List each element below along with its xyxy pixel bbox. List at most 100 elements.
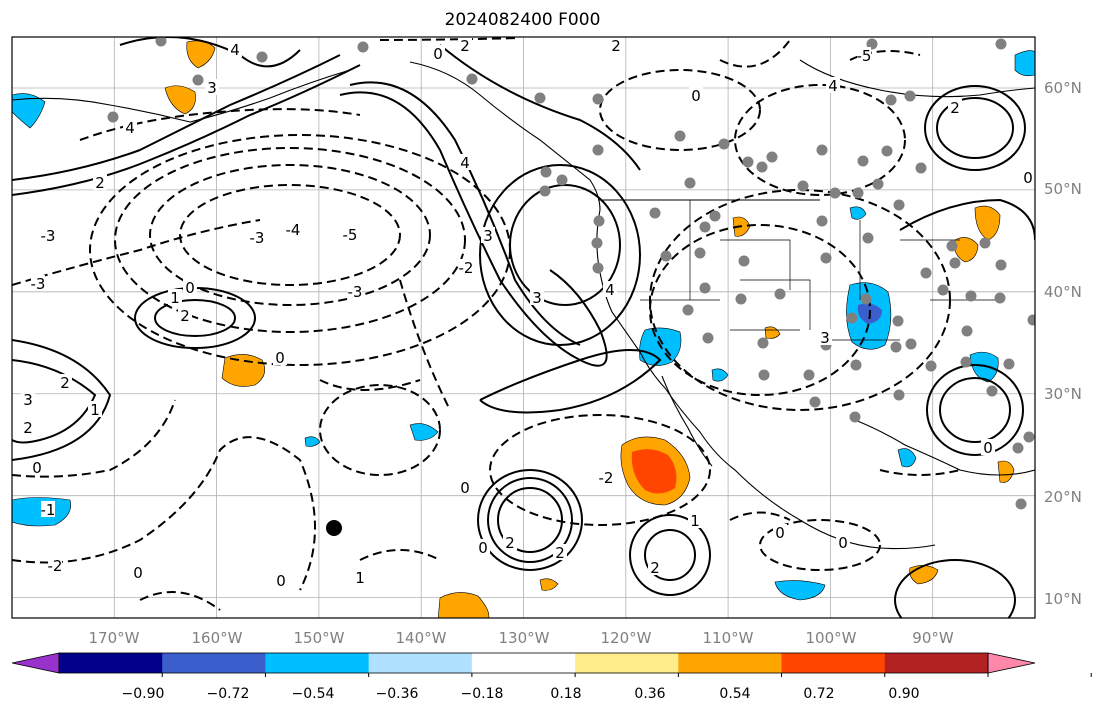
station-dot xyxy=(1003,358,1015,370)
colorbar-tick: −0.36 xyxy=(376,686,419,702)
contour-label: 0 xyxy=(691,87,701,105)
contour-label-halo xyxy=(857,47,871,63)
contour-label: 0 xyxy=(460,479,470,497)
contour-label-halo xyxy=(689,87,703,103)
colorbar-tick: 0.54 xyxy=(719,686,750,702)
lat-label-60n: 60°N xyxy=(1044,79,1082,97)
contour-label-halo xyxy=(183,279,197,295)
contour-label: -3 xyxy=(41,227,56,245)
contour-label-halo xyxy=(530,289,544,305)
contour-label: 0 xyxy=(275,349,285,367)
contour-positive xyxy=(477,469,583,571)
station-dot xyxy=(946,240,958,252)
contour-label: 0 xyxy=(32,459,42,477)
contour-label: -2 xyxy=(48,557,63,575)
station-dot xyxy=(925,360,937,372)
station-dot xyxy=(872,178,884,190)
contour-label-halo xyxy=(458,37,472,53)
station-dot xyxy=(534,92,546,104)
contour-positive xyxy=(479,164,641,346)
contour-label-halo xyxy=(250,229,264,245)
colorbar xyxy=(11,652,1092,677)
contour-label: 2 xyxy=(60,374,70,392)
lat-label-50n: 50°N xyxy=(1044,180,1082,198)
contour-label: -2 xyxy=(459,259,474,277)
station-dot xyxy=(850,359,862,371)
contour-positive xyxy=(497,487,563,553)
contour-label: 3 xyxy=(532,289,542,307)
contour-label-halo xyxy=(31,275,45,291)
contour-label-halo xyxy=(228,41,242,57)
contour-label: 2 xyxy=(505,534,515,552)
station-dot xyxy=(979,237,991,249)
contour-label-halo xyxy=(981,439,995,455)
contour-negative xyxy=(879,469,961,476)
contour-label-halo xyxy=(481,227,495,243)
contour-positive xyxy=(894,559,1016,618)
contour-label: 3 xyxy=(483,227,493,245)
contour-label-halo xyxy=(836,534,850,550)
contour-label: 2 xyxy=(95,174,105,192)
station-dot xyxy=(994,292,1006,304)
shaded-anomalies xyxy=(12,40,1035,618)
colorbar-segment xyxy=(575,653,679,673)
station-dot xyxy=(592,93,604,105)
contour-label-halo xyxy=(458,154,472,170)
colorbar-segment xyxy=(368,653,473,673)
station-dot xyxy=(949,257,961,269)
station-dot xyxy=(820,252,832,264)
hudson-coast xyxy=(799,59,1035,98)
colorbar-segment xyxy=(471,653,576,673)
contour-negative xyxy=(399,279,451,411)
contour-label: 2 xyxy=(460,37,470,55)
lon-label-100w: 100°W xyxy=(806,629,857,647)
contour-positive xyxy=(12,64,361,196)
contour-label: -1 xyxy=(41,501,56,519)
station-dot xyxy=(809,396,821,408)
contour-label: -3 xyxy=(348,283,363,301)
station-dot xyxy=(466,73,478,85)
contour-label-halo xyxy=(553,544,567,560)
colorbar-ticks: −0.90 −0.72 −0.54 −0.36 −0.18 0.18 0.36 … xyxy=(122,686,920,702)
contour-label: 4 xyxy=(828,77,838,95)
station-dot xyxy=(893,199,905,211)
contour-negative xyxy=(319,384,441,476)
colorbar-tick: 0.18 xyxy=(550,686,581,702)
station-dot xyxy=(995,259,1007,271)
contour-label-halo xyxy=(603,281,617,297)
contour-negative xyxy=(319,379,421,391)
station-dot xyxy=(774,288,786,300)
contour-label-halo xyxy=(458,479,472,495)
anomaly-negative-blob xyxy=(849,206,867,220)
contour-negative xyxy=(729,511,791,521)
contour-positive xyxy=(936,97,1014,159)
station-dot xyxy=(742,156,754,168)
anomaly-positive-blob xyxy=(539,578,559,591)
plot-frame xyxy=(11,36,1036,619)
anomaly-negative-blob xyxy=(897,448,917,468)
anomaly-positive-blob xyxy=(164,85,196,115)
station-dot xyxy=(539,185,551,197)
station-dot xyxy=(816,215,828,227)
station-dot xyxy=(937,284,949,296)
station-dot xyxy=(682,304,694,316)
contour-label-halo xyxy=(273,349,287,365)
contour-negative xyxy=(849,50,921,61)
station-dot xyxy=(660,250,672,262)
anomaly-positive-blob xyxy=(974,205,1001,241)
contour-positive xyxy=(12,359,97,444)
contour-negative xyxy=(139,591,221,611)
contour-label: 1 xyxy=(170,289,180,307)
colorbar-tick: −0.72 xyxy=(207,686,250,702)
station-dot xyxy=(904,90,916,102)
contour-label: -5 xyxy=(343,226,358,244)
station-dot xyxy=(852,187,864,199)
contour-label-halo xyxy=(1021,169,1035,185)
contour-positive xyxy=(644,529,696,581)
contour-negative xyxy=(489,414,711,526)
contour-label: 4 xyxy=(605,281,615,299)
contour-positive xyxy=(339,91,608,367)
contour-label-halo xyxy=(58,374,72,390)
